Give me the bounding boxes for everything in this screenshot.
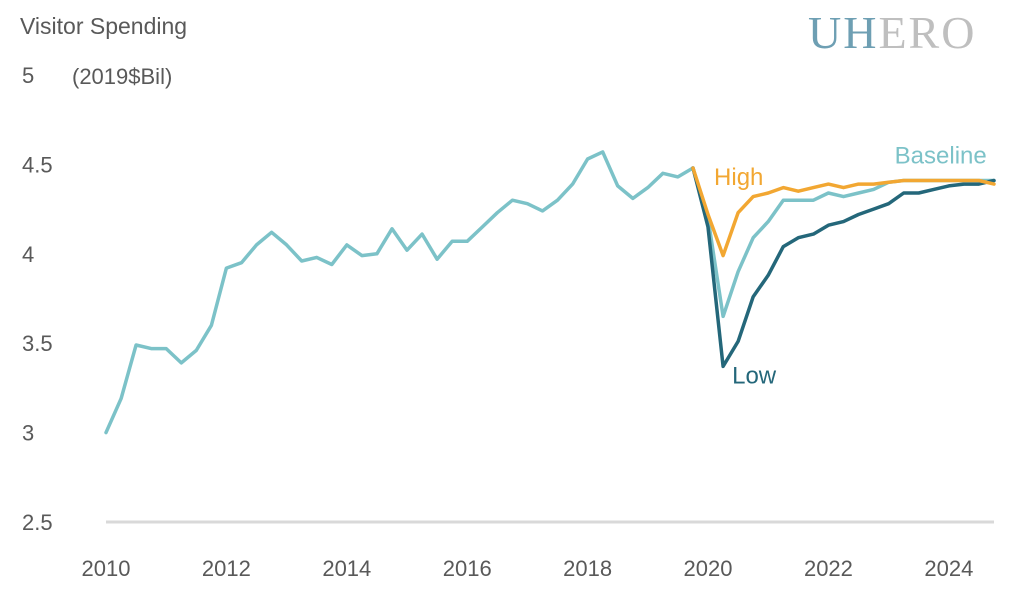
- chart-title: Visitor Spending: [20, 13, 187, 39]
- x-tick-label: 2016: [443, 556, 492, 581]
- series-line-baseline: [104, 150, 996, 435]
- x-tick-label: 2022: [804, 556, 853, 581]
- y-tick-label: 5: [22, 63, 34, 88]
- y-axis-ticks: 2.5 3 3.5 4 4.5 5: [22, 63, 53, 535]
- x-axis-ticks: 2010 2012 2014 2016 2018 2020 2022 2024: [82, 556, 974, 581]
- x-tick-label: 2018: [563, 556, 612, 581]
- uhero-logo: UHERO: [808, 7, 976, 58]
- series-label-baseline: Baseline: [895, 142, 987, 169]
- series-line-high: [691, 166, 996, 258]
- series-label-low: Low: [732, 362, 777, 389]
- x-tick-label: 2024: [924, 556, 973, 581]
- series-labels: Baseline High Low: [714, 142, 987, 389]
- x-tick-label: 2010: [82, 556, 131, 581]
- x-tick-label: 2012: [202, 556, 251, 581]
- y-axis-unit-label: (2019$Bil): [72, 64, 172, 89]
- y-tick-label: 2.5: [22, 510, 53, 535]
- y-tick-label: 4: [22, 242, 34, 267]
- logo-part-ero: ERO: [878, 7, 976, 58]
- y-tick-label: 4.5: [22, 152, 53, 177]
- series-lines: [104, 150, 996, 435]
- x-tick-label: 2020: [684, 556, 733, 581]
- logo-part-uh: UH: [808, 7, 878, 58]
- series-line-low: [691, 166, 996, 369]
- x-tick-label: 2014: [322, 556, 371, 581]
- y-tick-label: 3.5: [22, 331, 53, 356]
- series-label-high: High: [714, 164, 763, 191]
- y-tick-label: 3: [22, 421, 34, 446]
